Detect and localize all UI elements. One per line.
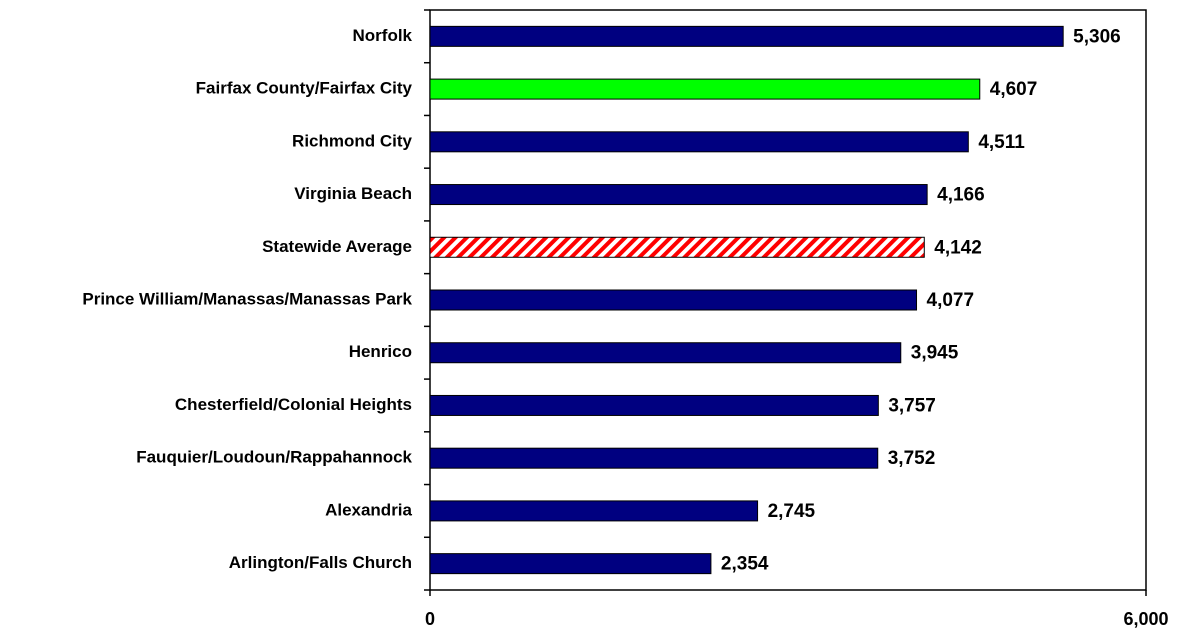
value-label: 3,752 [888, 448, 936, 469]
bar [429, 184, 928, 206]
y-tick-label: Fauquier/Loudoun/Rappahannock [136, 448, 412, 467]
value-label: 5,306 [1073, 26, 1121, 47]
value-label: 4,142 [934, 237, 982, 258]
y-tick-label: Virginia Beach [294, 184, 412, 203]
value-label: 4,077 [927, 290, 975, 311]
bar [429, 394, 879, 416]
y-tick-label: Prince William/Manassas/Manassas Park [82, 289, 412, 308]
bar [429, 78, 981, 100]
value-label: 4,607 [990, 79, 1038, 100]
bar [429, 553, 712, 575]
bar [429, 500, 759, 522]
y-tick-label: Chesterfield/Colonial Heights [175, 395, 412, 414]
bar [429, 236, 925, 258]
value-label: 2,354 [721, 554, 769, 575]
y-tick-label: Alexandria [325, 500, 412, 519]
value-label: 4,511 [978, 132, 1025, 153]
bar [429, 447, 879, 469]
y-tick-label: Arlington/Falls Church [229, 553, 412, 572]
bar [429, 289, 918, 311]
x-tick-label: 0 [425, 609, 435, 628]
bar [429, 25, 1064, 47]
value-label: 3,945 [911, 343, 959, 364]
x-tick-label: 6,000 [1123, 609, 1168, 628]
bar [429, 342, 902, 364]
y-tick-label: Fairfax County/Fairfax City [196, 79, 413, 98]
value-label: 2,745 [768, 501, 816, 522]
bar [429, 131, 969, 153]
y-tick-label: Henrico [349, 342, 412, 361]
y-tick-label: Statewide Average [262, 237, 412, 256]
value-label: 4,166 [937, 185, 985, 206]
y-tick-label: Norfolk [353, 26, 413, 45]
y-tick-label: Richmond City [292, 131, 412, 150]
value-label: 3,757 [888, 395, 936, 416]
